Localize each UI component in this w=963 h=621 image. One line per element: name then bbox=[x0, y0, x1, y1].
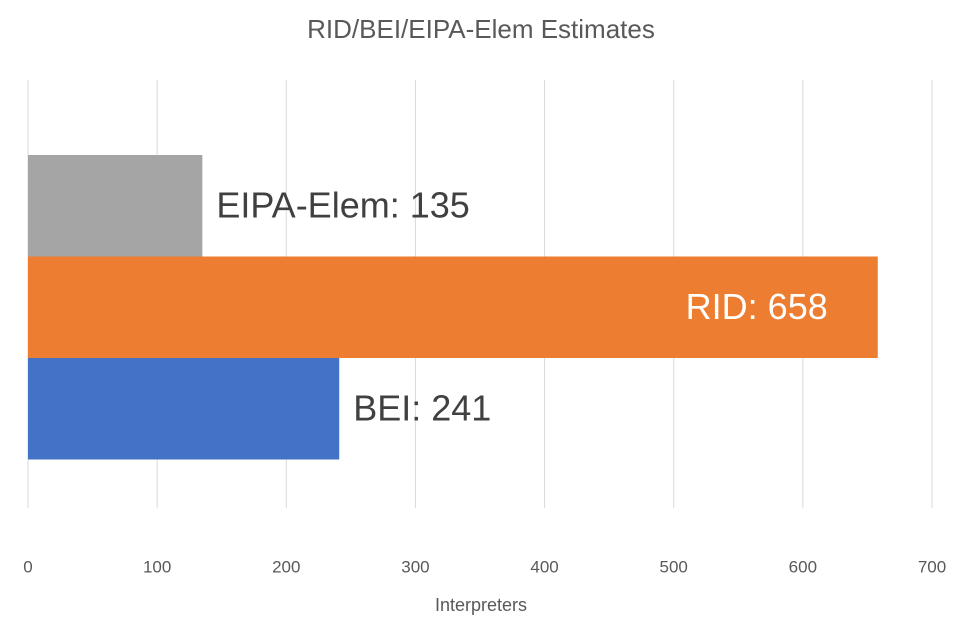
x-axis-title: Interpreters bbox=[435, 595, 527, 615]
x-tick-label: 600 bbox=[789, 557, 817, 576]
data-label: EIPA-Elem: 135 bbox=[216, 184, 469, 225]
x-tick-label: 200 bbox=[272, 557, 300, 576]
data-label: BEI: 241 bbox=[353, 387, 491, 428]
bar bbox=[28, 155, 203, 257]
x-tick-label: 700 bbox=[918, 557, 946, 576]
x-tick-label: 400 bbox=[530, 557, 558, 576]
data-label: RID: 658 bbox=[686, 286, 828, 327]
x-tick-label: 300 bbox=[401, 557, 429, 576]
x-tick-label: 100 bbox=[143, 557, 171, 576]
x-tick-label: 0 bbox=[23, 557, 32, 576]
chart-title: RID/BEI/EIPA-Elem Estimates bbox=[307, 14, 655, 44]
bar bbox=[28, 256, 878, 358]
x-tick-label: 500 bbox=[660, 557, 688, 576]
bar bbox=[28, 358, 340, 460]
